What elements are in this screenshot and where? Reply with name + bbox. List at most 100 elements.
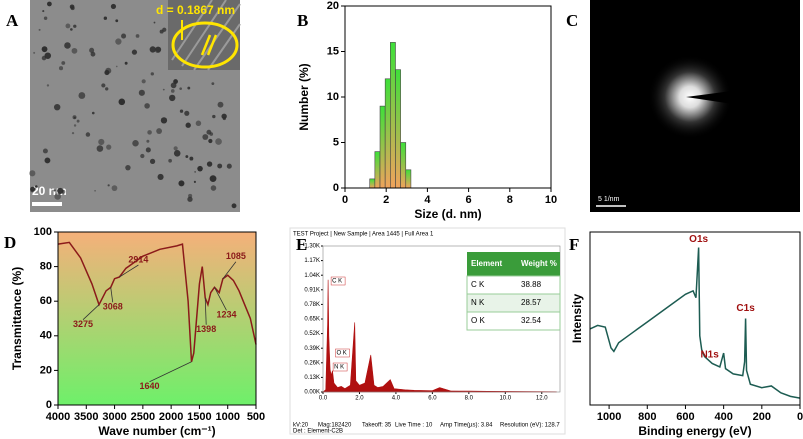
eds-footer: Amp Time(µs): 3.84 — [440, 423, 493, 429]
saed-image: 5 1/nm — [590, 0, 800, 212]
annotation-arrow — [222, 261, 237, 279]
particle — [160, 117, 168, 124]
y-tick-label: 1.04K — [304, 273, 320, 279]
y-tick-label: 1.17K — [304, 258, 320, 264]
particle — [155, 46, 162, 53]
particle — [61, 189, 66, 194]
x-tick-label: 3000 — [102, 411, 126, 423]
bar — [390, 42, 396, 189]
particle — [149, 46, 156, 53]
particle — [35, 185, 38, 188]
x-tick-label: 1000 — [215, 411, 239, 423]
plot-background — [58, 232, 256, 405]
annotation: 1085 — [226, 251, 246, 261]
particle — [217, 101, 224, 108]
particle — [125, 164, 131, 171]
x-tick-label: 800 — [638, 411, 656, 423]
x-tick-label: 500 — [247, 411, 265, 423]
table-cell: 32.54 — [521, 316, 542, 325]
y-tick-label: 0.65K — [304, 317, 320, 323]
x-tick-label: 1500 — [187, 411, 211, 423]
particle — [104, 70, 110, 76]
particle — [179, 109, 184, 113]
y-axis-title: Transmittance (%) — [10, 267, 24, 370]
particle — [173, 146, 178, 151]
particle — [115, 65, 118, 68]
x-tick-label: 3500 — [74, 411, 98, 423]
particle — [222, 116, 226, 121]
table-header-cell: Element — [471, 259, 502, 268]
particle — [135, 34, 140, 38]
annotation: 3275 — [73, 319, 93, 329]
peak-label: C K — [332, 279, 342, 285]
particle — [149, 158, 156, 165]
particle — [96, 145, 104, 152]
particle — [71, 132, 75, 135]
y-tick-label: 100 — [34, 226, 52, 238]
particle — [47, 1, 52, 7]
x-tick-label: 4.0 — [392, 396, 401, 402]
particle — [156, 128, 163, 134]
table-cell: N K — [471, 298, 485, 307]
y-tick-label: 80 — [40, 261, 52, 273]
particle — [115, 38, 122, 45]
particle — [185, 155, 189, 158]
particle — [147, 130, 152, 135]
particle — [206, 161, 213, 167]
table-header-cell: Weight % — [521, 259, 557, 268]
bar — [369, 178, 376, 189]
particle — [169, 94, 176, 102]
table-cell: 28.57 — [521, 298, 542, 307]
particle — [73, 124, 77, 127]
x-tick-label: 6.0 — [428, 396, 437, 402]
x-tick-label: 8 — [507, 194, 513, 206]
particle — [107, 184, 110, 187]
particle — [78, 92, 86, 99]
particle — [121, 33, 127, 39]
particle — [41, 46, 48, 53]
y-tick-label: 0.39K — [304, 346, 320, 352]
annotation-arrow — [110, 287, 114, 303]
particle — [85, 132, 91, 137]
particle — [146, 139, 150, 143]
line — [57, 241, 257, 362]
y-tick-label: 0.52K — [304, 331, 320, 337]
y-tick-label: 1.30K — [304, 244, 320, 250]
particle — [184, 110, 190, 116]
table-row — [466, 311, 561, 331]
particle — [65, 23, 71, 29]
particle — [73, 24, 77, 28]
y-tick-label: 0.91K — [304, 287, 320, 293]
x-tick-label: 1000 — [597, 411, 621, 423]
particle — [64, 42, 71, 49]
tem-image: d = 0.1867 nm 20 nm — [29, 0, 241, 212]
particle — [101, 83, 106, 88]
annotation-arrow — [214, 287, 227, 311]
panel-letter: B — [297, 11, 308, 30]
particle — [53, 189, 56, 192]
x-tick-label: 0 — [342, 194, 348, 206]
eds-footer: Mag:182420 — [318, 423, 352, 429]
eds-footer: Live Time : 10 — [395, 423, 433, 429]
panel-letter: A — [6, 11, 19, 30]
particle — [189, 156, 194, 161]
particle — [91, 111, 95, 115]
bar — [374, 151, 381, 189]
annotation: 1398 — [196, 324, 216, 334]
bar — [379, 105, 386, 189]
particle — [42, 148, 48, 154]
x-axis-title: Size (d. nm) — [414, 207, 481, 221]
particle — [46, 84, 50, 87]
eds-footer: Takeoff: 35 — [362, 423, 392, 429]
particle — [187, 196, 193, 202]
annotation: 1640 — [139, 381, 159, 391]
peak-label: O1s — [689, 234, 708, 245]
x-tick-label: 200 — [753, 411, 771, 423]
panel-letter: D — [4, 233, 16, 252]
particle — [94, 189, 96, 192]
table-cell: C K — [471, 280, 485, 289]
particle — [44, 157, 51, 164]
x-tick-label: 8.0 — [465, 396, 474, 402]
particle — [187, 86, 191, 90]
